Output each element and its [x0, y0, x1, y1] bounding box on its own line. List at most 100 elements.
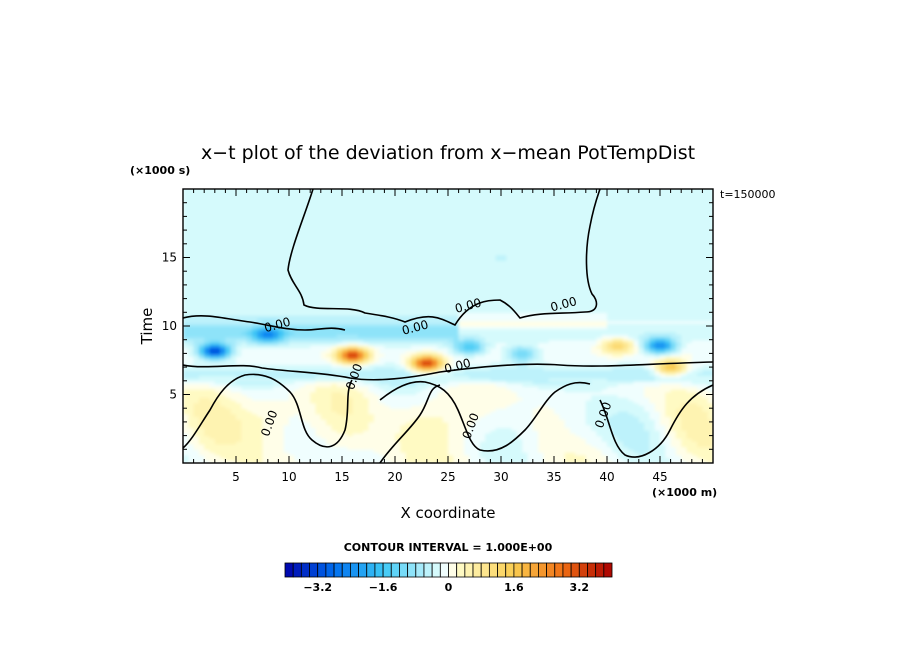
heatmap-cell [501, 446, 507, 450]
heatmap-cell [622, 397, 629, 401]
heatmap-cell [448, 424, 454, 428]
heatmap-cell [198, 336, 205, 341]
heatmap-cell [400, 334, 407, 338]
heatmap-cell [622, 443, 629, 448]
heatmap-cell [315, 435, 322, 439]
heatmap-cell [225, 416, 232, 420]
heatmap-cell [204, 427, 211, 431]
heatmap-cell [214, 389, 221, 393]
heatmap-cell [691, 383, 698, 387]
heatmap-cell [363, 383, 370, 387]
heatmap-cell [368, 356, 375, 360]
heatmap-cell [675, 358, 682, 363]
heatmap-cell [331, 389, 338, 393]
heatmap-cell [665, 358, 672, 363]
heatmap-cell [198, 369, 205, 374]
heatmap-cell [697, 441, 703, 445]
heatmap-cell [389, 441, 396, 445]
heatmap-cell [612, 410, 619, 415]
heatmap-cell [257, 361, 264, 365]
heatmap-cell [320, 326, 327, 330]
heatmap-cell [225, 438, 232, 442]
heatmap-cell [501, 432, 507, 437]
heatmap-cell [681, 402, 688, 407]
heatmap-cell [649, 356, 656, 360]
heatmap-cell [183, 402, 189, 407]
heatmap-cell [289, 389, 295, 393]
heatmap-cell [283, 449, 290, 453]
heatmap-cell [654, 336, 661, 341]
heatmap-cell [188, 452, 195, 456]
heatmap-cell [538, 367, 544, 371]
heatmap-cell [479, 460, 486, 463]
heatmap-cell [479, 391, 486, 396]
heatmap-cell [485, 356, 491, 360]
heatmap-cell [214, 356, 221, 360]
heatmap-cell [495, 334, 502, 338]
heatmap-cell [214, 378, 221, 382]
heatmap-cell [691, 367, 698, 371]
heatmap-cell [273, 350, 279, 354]
heatmap-cell [331, 345, 338, 349]
heatmap-cell [532, 372, 539, 376]
heatmap-cell [310, 441, 317, 445]
heatmap-cell [569, 383, 576, 387]
heatmap-cell [336, 405, 343, 409]
heatmap-cell [448, 457, 454, 461]
heatmap-cell [384, 430, 391, 434]
heatmap-cell [368, 441, 375, 445]
heatmap-cell [220, 391, 226, 396]
heatmap-cell [373, 334, 380, 338]
heatmap-cell [442, 353, 449, 357]
heatmap-cell [511, 369, 518, 374]
heatmap-cell [479, 410, 486, 415]
heatmap-cell [442, 424, 449, 428]
heatmap-cell [225, 408, 232, 412]
heatmap-cell [257, 416, 264, 420]
heatmap-cell [686, 405, 693, 409]
heatmap-cell [548, 372, 555, 376]
heatmap-cell [649, 402, 656, 407]
heatmap-cell [564, 336, 571, 341]
heatmap-cell [320, 408, 327, 412]
heatmap-cell [702, 328, 709, 333]
heatmap-cell [501, 397, 507, 401]
heatmap-cell [278, 424, 285, 428]
heatmap-cell [638, 331, 645, 335]
heatmap-cell [257, 446, 264, 450]
heatmap-cell [283, 364, 290, 368]
heatmap-cell [236, 347, 242, 352]
heatmap-cell [236, 460, 242, 463]
heatmap-cell [384, 367, 391, 371]
heatmap-cell [209, 435, 216, 439]
heatmap-cell [188, 441, 195, 445]
heatmap-cell [241, 334, 248, 338]
heatmap-cell [389, 457, 396, 461]
heatmap-cell [267, 410, 274, 415]
heatmap-cell [649, 424, 656, 428]
heatmap-cell [585, 375, 592, 379]
heatmap-cell [665, 339, 672, 344]
heatmap-cell [670, 342, 677, 346]
heatmap-cell [395, 435, 401, 439]
heatmap-cell [660, 391, 666, 396]
heatmap-cell [490, 358, 497, 363]
heatmap-cell [490, 421, 497, 426]
heatmap-cell [198, 457, 205, 461]
heatmap-cell [262, 350, 269, 354]
heatmap-cell [230, 408, 237, 412]
heatmap-cell [501, 430, 507, 434]
heatmap-cell [681, 372, 688, 376]
heatmap-cell [638, 358, 645, 363]
heatmap-cell [405, 405, 412, 409]
heatmap-cell [357, 397, 364, 401]
heatmap-cell [622, 334, 629, 338]
heatmap-cell [352, 391, 359, 396]
heatmap-cell [612, 430, 619, 434]
heatmap-cell [686, 378, 693, 382]
heatmap-cell [501, 421, 507, 426]
heatmap-cell [702, 435, 709, 439]
heatmap-cell [591, 372, 597, 376]
heatmap-cell [373, 336, 380, 341]
heatmap-cell [432, 432, 438, 437]
